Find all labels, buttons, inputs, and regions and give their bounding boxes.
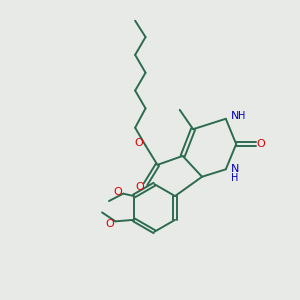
Text: H: H bbox=[231, 172, 238, 183]
Text: N: N bbox=[230, 111, 239, 121]
Text: N: N bbox=[230, 164, 239, 174]
Text: H: H bbox=[238, 111, 245, 121]
Text: O: O bbox=[135, 182, 144, 192]
Text: O: O bbox=[256, 139, 265, 149]
Text: O: O bbox=[106, 219, 115, 229]
Text: O: O bbox=[113, 187, 122, 197]
Text: O: O bbox=[135, 138, 143, 148]
